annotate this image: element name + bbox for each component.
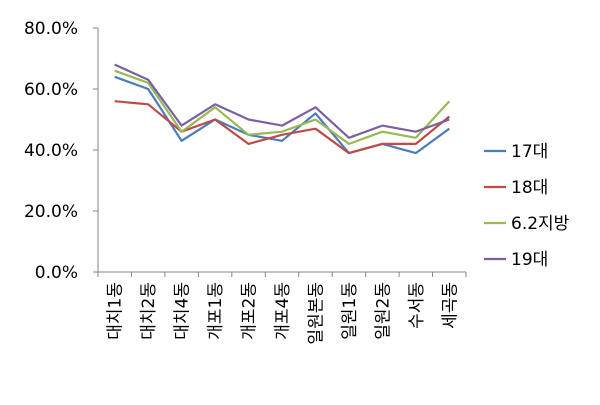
y-tick-label: 60.0%	[24, 80, 78, 100]
legend: 17대 18대 6.2지방 19대	[484, 142, 570, 270]
x-tick-label: 개포4동	[273, 282, 293, 340]
x-tick-label: 개포2동	[240, 282, 260, 340]
legend-label-3: 6.2지방	[511, 214, 570, 234]
x-tick-label: 대치1동	[106, 282, 126, 340]
x-tick-label: 대치4동	[173, 282, 193, 340]
series-line-4	[114, 63, 450, 139]
y-tick-label: 80.0%	[24, 19, 78, 39]
x-tick-label: 대치2동	[139, 282, 159, 340]
series-line-2	[114, 100, 450, 155]
legend-label-2: 18대	[511, 178, 548, 198]
series-line-1	[114, 75, 450, 155]
x-tick-label: 일원본동	[306, 282, 326, 345]
legend-label-1: 17대	[511, 142, 548, 162]
series-line-3	[114, 69, 451, 145]
x-tick-label: 일원2동	[373, 282, 393, 340]
x-tick-label: 개포1동	[206, 282, 226, 340]
y-tick-label: 20.0%	[24, 202, 78, 222]
y-tick-label: 40.0%	[24, 141, 78, 161]
x-tick-label: 일원1동	[340, 282, 360, 340]
series-layer	[114, 63, 451, 155]
y-tick-label: 0.0%	[35, 263, 78, 283]
axes: 0.0% 20.0% 40.0% 60.0% 80.0% 대치1동 대치2동 대치4동 개포1동…	[24, 19, 467, 345]
legend-label-4: 19대	[511, 250, 548, 270]
x-tick-label: 세곡동	[440, 282, 460, 329]
x-tick-label: 수서동	[407, 282, 427, 329]
